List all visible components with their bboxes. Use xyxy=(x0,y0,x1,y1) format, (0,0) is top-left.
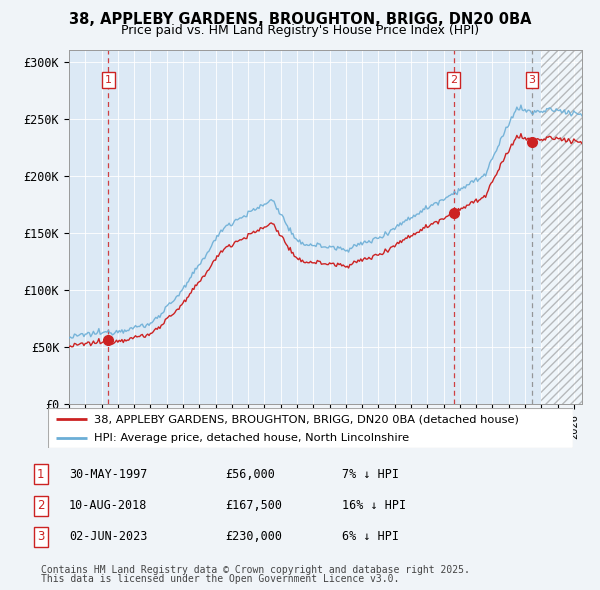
Text: Contains HM Land Registry data © Crown copyright and database right 2025.: Contains HM Land Registry data © Crown c… xyxy=(41,565,470,575)
Text: HPI: Average price, detached house, North Lincolnshire: HPI: Average price, detached house, Nort… xyxy=(94,434,409,443)
Text: 7% ↓ HPI: 7% ↓ HPI xyxy=(342,468,399,481)
Text: 1: 1 xyxy=(105,76,112,85)
Bar xyxy=(541,50,582,404)
Text: 10-AUG-2018: 10-AUG-2018 xyxy=(69,499,148,512)
Text: 1: 1 xyxy=(37,468,44,481)
FancyBboxPatch shape xyxy=(48,408,573,448)
Text: 2: 2 xyxy=(450,76,457,85)
Text: Price paid vs. HM Land Registry's House Price Index (HPI): Price paid vs. HM Land Registry's House … xyxy=(121,24,479,37)
Text: 3: 3 xyxy=(37,530,44,543)
Text: £56,000: £56,000 xyxy=(225,468,275,481)
Text: 30-MAY-1997: 30-MAY-1997 xyxy=(69,468,148,481)
Text: 02-JUN-2023: 02-JUN-2023 xyxy=(69,530,148,543)
Text: 16% ↓ HPI: 16% ↓ HPI xyxy=(342,499,406,512)
Text: 6% ↓ HPI: 6% ↓ HPI xyxy=(342,530,399,543)
Text: £230,000: £230,000 xyxy=(225,530,282,543)
Text: 3: 3 xyxy=(529,76,535,85)
Text: 38, APPLEBY GARDENS, BROUGHTON, BRIGG, DN20 0BA (detached house): 38, APPLEBY GARDENS, BROUGHTON, BRIGG, D… xyxy=(94,414,519,424)
Text: 38, APPLEBY GARDENS, BROUGHTON, BRIGG, DN20 0BA: 38, APPLEBY GARDENS, BROUGHTON, BRIGG, D… xyxy=(69,12,531,27)
Text: £167,500: £167,500 xyxy=(225,499,282,512)
Text: 2: 2 xyxy=(37,499,44,512)
Text: This data is licensed under the Open Government Licence v3.0.: This data is licensed under the Open Gov… xyxy=(41,575,399,584)
